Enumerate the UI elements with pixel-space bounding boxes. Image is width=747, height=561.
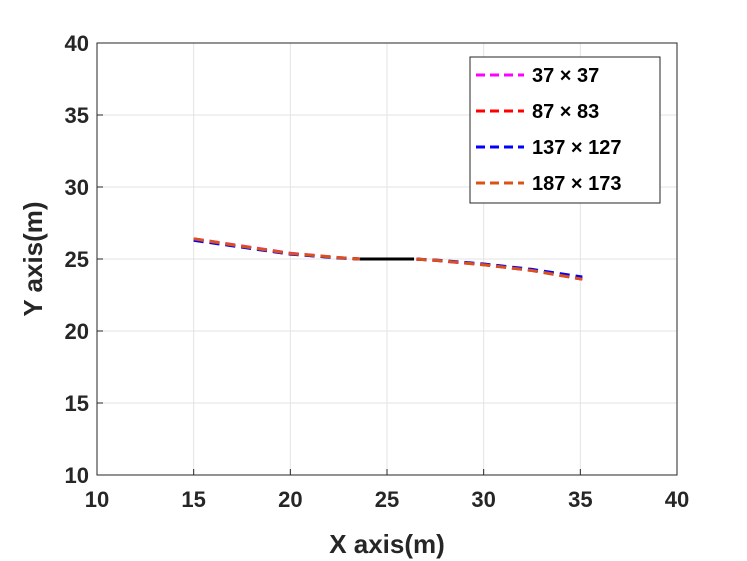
x-tick-label: 15 xyxy=(181,487,205,512)
y-tick-labels: 10 15 20 25 30 35 40 xyxy=(65,31,89,488)
x-tick-label: 30 xyxy=(471,487,495,512)
x-tick-labels: 10 15 20 25 30 35 40 xyxy=(85,487,689,512)
x-tick-label: 20 xyxy=(278,487,302,512)
y-tick-label: 10 xyxy=(65,463,89,488)
series-layer xyxy=(193,237,583,281)
y-tick-label: 20 xyxy=(65,319,89,344)
y-axis-label: Y axis(m) xyxy=(18,201,48,316)
plot-frame xyxy=(96,42,678,476)
y-tick-label: 25 xyxy=(65,247,89,272)
legend-label-2: 87 × 83 xyxy=(532,101,599,123)
legend-box xyxy=(469,56,661,204)
legend-label-3: 137 × 127 xyxy=(532,137,622,159)
x-tick-label: 25 xyxy=(375,487,399,512)
x-axis-label: X axis(m) xyxy=(329,529,445,559)
y-tick-label: 30 xyxy=(65,175,89,200)
x-tick-label: 35 xyxy=(568,487,592,512)
legend-label-1: 37 × 37 xyxy=(532,65,599,87)
x-tick-label: 10 xyxy=(85,487,109,512)
legend-label-4: 187 × 173 xyxy=(532,173,622,195)
y-tick-label: 40 xyxy=(65,31,89,56)
y-tick-label: 15 xyxy=(65,391,89,416)
x-tick-label: 40 xyxy=(665,487,689,512)
y-tick-label: 35 xyxy=(65,103,89,128)
legend: 37 × 37 87 × 83 137 × 127 187 × 173 xyxy=(469,56,661,204)
